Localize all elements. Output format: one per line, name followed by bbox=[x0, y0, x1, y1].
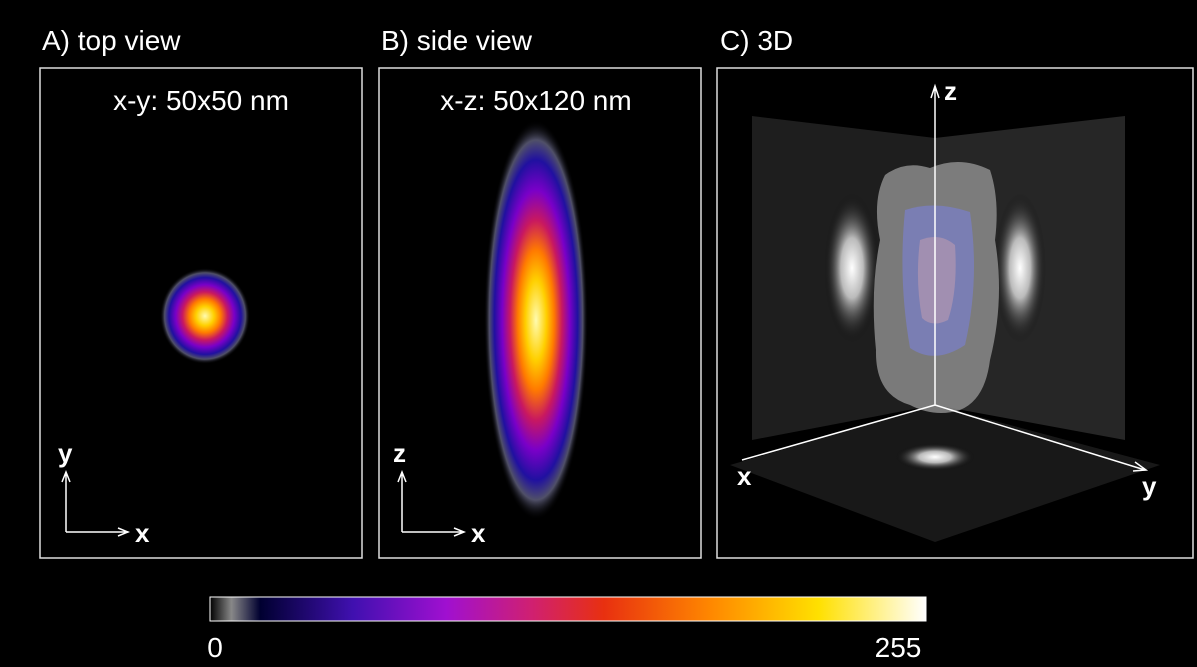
axis-label: z bbox=[944, 76, 957, 106]
colorbar-min: 0 bbox=[207, 632, 223, 663]
projection-yz bbox=[994, 193, 1046, 343]
panel-label: A) top view bbox=[42, 25, 181, 56]
projection-xy bbox=[895, 443, 975, 471]
psf-xz bbox=[484, 120, 588, 520]
axis-label: y bbox=[58, 438, 73, 468]
figure: A) top view x-y: 50x50 nm y x B) side vi… bbox=[0, 0, 1197, 667]
psf-xy bbox=[160, 268, 250, 364]
panel-label: B) side view bbox=[381, 25, 533, 56]
axis-label: x bbox=[737, 461, 752, 491]
axis-label: x bbox=[135, 518, 150, 548]
panel-label: C) 3D bbox=[720, 25, 793, 56]
colorbar-max: 255 bbox=[875, 632, 922, 663]
projection-xz bbox=[824, 193, 880, 343]
panel-subtitle: x-z: 50x120 nm bbox=[440, 85, 631, 116]
axis-label: z bbox=[393, 438, 406, 468]
axis-label: y bbox=[1142, 471, 1157, 501]
axis-label: x bbox=[471, 518, 486, 548]
colorbar bbox=[210, 597, 926, 621]
panel-subtitle: x-y: 50x50 nm bbox=[113, 85, 289, 116]
core-surface bbox=[918, 237, 956, 324]
